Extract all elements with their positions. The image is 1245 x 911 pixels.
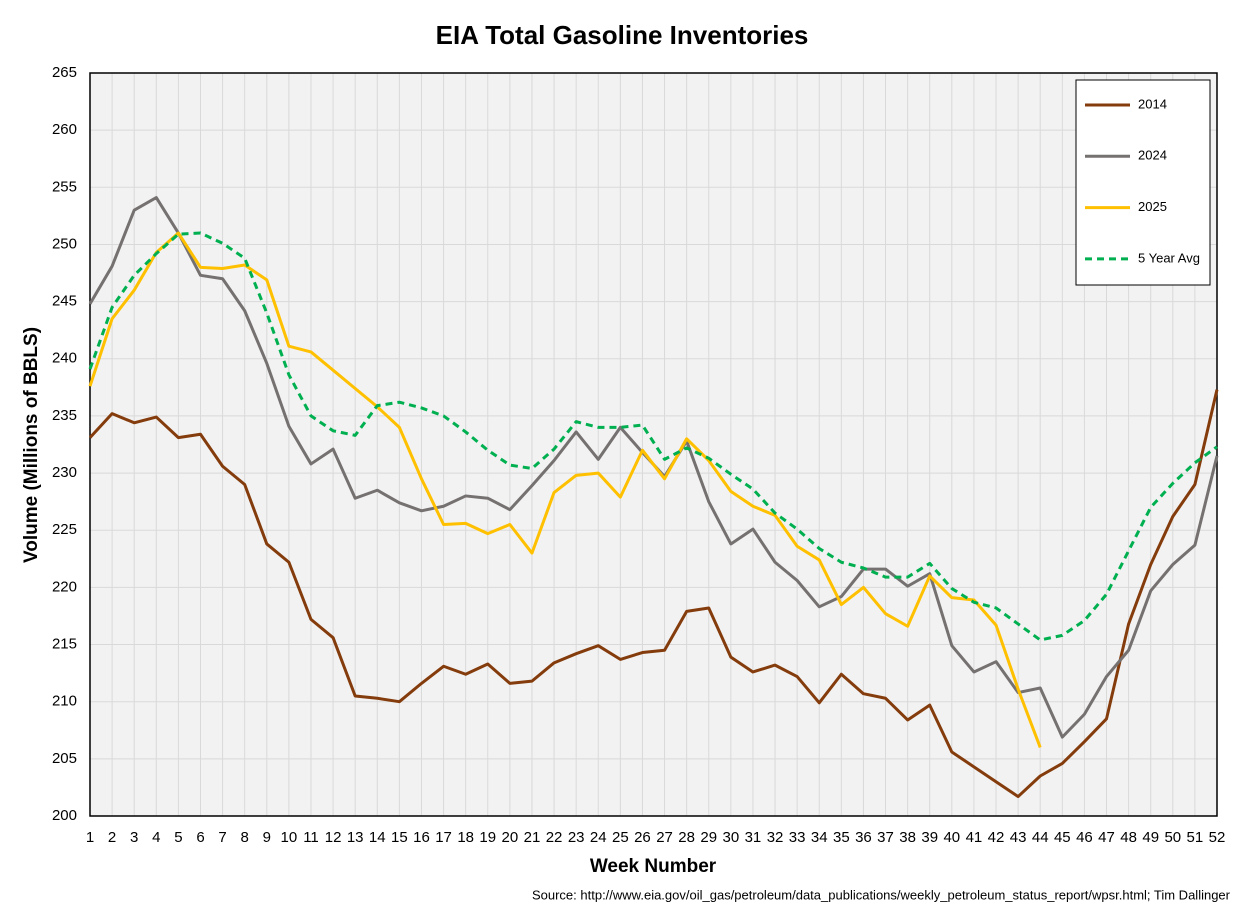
x-axis-label: Week Number bbox=[590, 856, 717, 877]
x-tick-label: 46 bbox=[1076, 829, 1093, 846]
x-tick-label: 41 bbox=[966, 829, 983, 846]
x-tick-label: 31 bbox=[745, 829, 762, 846]
x-tick-label: 30 bbox=[722, 829, 739, 846]
x-tick-label: 22 bbox=[546, 829, 563, 846]
x-tick-label: 21 bbox=[524, 829, 541, 846]
y-tick-label: 205 bbox=[52, 750, 77, 767]
legend-label: 2025 bbox=[1138, 199, 1167, 214]
x-tick-label: 45 bbox=[1054, 829, 1071, 846]
x-tick-label: 38 bbox=[899, 829, 916, 846]
y-tick-label: 210 bbox=[52, 693, 77, 710]
x-tick-label: 1 bbox=[86, 829, 94, 846]
chart-title: EIA Total Gasoline Inventories bbox=[436, 20, 809, 50]
x-tick-label: 33 bbox=[789, 829, 806, 846]
x-tick-label: 9 bbox=[263, 829, 271, 846]
y-tick-label: 255 bbox=[52, 178, 77, 195]
x-tick-label: 43 bbox=[1010, 829, 1027, 846]
plot-area bbox=[90, 73, 1217, 816]
x-tick-label: 52 bbox=[1209, 829, 1226, 846]
x-tick-label: 7 bbox=[218, 829, 226, 846]
y-axis-label: Volume (Millions of BBLS) bbox=[21, 327, 42, 563]
x-tick-label: 16 bbox=[413, 829, 430, 846]
y-tick-label: 215 bbox=[52, 636, 77, 653]
legend-label: 5 Year Avg bbox=[1138, 250, 1200, 265]
x-tick-label: 17 bbox=[435, 829, 452, 846]
x-tick-label: 2 bbox=[108, 829, 116, 846]
y-tick-label: 235 bbox=[52, 407, 77, 424]
x-tick-label: 36 bbox=[855, 829, 872, 846]
x-tick-label: 34 bbox=[811, 829, 828, 846]
x-tick-label: 49 bbox=[1142, 829, 1159, 846]
legend-box bbox=[1075, 79, 1211, 286]
x-tick-label: 50 bbox=[1164, 829, 1181, 846]
y-tick-label: 260 bbox=[52, 121, 77, 138]
x-tick-label: 11 bbox=[303, 829, 319, 846]
x-tick-label: 4 bbox=[152, 829, 160, 846]
x-tick-label: 12 bbox=[325, 829, 342, 846]
y-tick-label: 245 bbox=[52, 293, 77, 310]
x-tick-label: 13 bbox=[347, 829, 364, 846]
x-tick-label: 29 bbox=[700, 829, 717, 846]
series-line bbox=[88, 231, 1218, 642]
y-tick-label: 250 bbox=[52, 235, 77, 252]
y-tick-label: 265 bbox=[52, 64, 77, 81]
x-tick-label: 28 bbox=[678, 829, 695, 846]
x-tick-label: 48 bbox=[1120, 829, 1137, 846]
y-tick-label: 240 bbox=[52, 350, 77, 367]
x-tick-label: 25 bbox=[612, 829, 629, 846]
plot-border bbox=[89, 72, 1218, 817]
x-tick-label: 3 bbox=[130, 829, 138, 846]
y-tick-label: 200 bbox=[52, 807, 77, 824]
x-tick-label: 10 bbox=[281, 829, 298, 846]
x-tick-label: 8 bbox=[241, 829, 249, 846]
x-tick-label: 23 bbox=[568, 829, 585, 846]
x-tick-label: 39 bbox=[921, 829, 938, 846]
source-note: Source: http://www.eia.gov/oil_gas/petro… bbox=[532, 887, 1231, 902]
x-tick-label: 42 bbox=[988, 829, 1005, 846]
x-tick-label: 32 bbox=[767, 829, 784, 846]
x-tick-label: 26 bbox=[634, 829, 651, 846]
x-tick-label: 20 bbox=[502, 829, 519, 846]
y-tick-label: 230 bbox=[52, 464, 77, 481]
x-tick-label: 6 bbox=[196, 829, 204, 846]
series-line bbox=[88, 231, 1042, 748]
x-tick-label: 15 bbox=[391, 829, 408, 846]
x-tick-label: 5 bbox=[174, 829, 182, 846]
legend-label: 2024 bbox=[1138, 148, 1167, 163]
x-tick-label: 14 bbox=[369, 829, 386, 846]
x-tick-label: 19 bbox=[479, 829, 496, 846]
y-tick-label: 220 bbox=[52, 578, 77, 595]
x-tick-label: 51 bbox=[1187, 829, 1204, 846]
x-tick-label: 27 bbox=[656, 829, 673, 846]
x-tick-label: 24 bbox=[590, 829, 607, 846]
x-tick-label: 18 bbox=[457, 829, 474, 846]
series-line bbox=[88, 389, 1219, 799]
x-tick-label: 47 bbox=[1098, 829, 1115, 846]
x-tick-label: 37 bbox=[877, 829, 894, 846]
x-tick-label: 44 bbox=[1032, 829, 1049, 846]
y-tick-label: 225 bbox=[52, 521, 77, 538]
x-tick-label: 35 bbox=[833, 829, 850, 846]
legend-label: 2014 bbox=[1138, 96, 1167, 111]
x-tick-label: 40 bbox=[943, 829, 960, 846]
